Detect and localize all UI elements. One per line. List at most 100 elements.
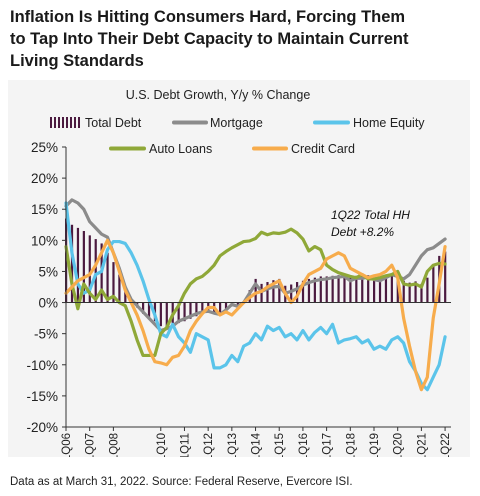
annotation-line-1: 1Q22 Total HH (331, 208, 410, 222)
total-debt-bar (272, 280, 275, 303)
y-tick-label: 20% (31, 171, 58, 186)
plot-area (64, 198, 447, 392)
total-debt-bar (142, 302, 145, 314)
legend-label-home-equity: Home Equity (353, 116, 425, 130)
x-tick-label: 1Q08 (108, 433, 120, 457)
headline-line-1: Inflation Is Hitting Consumers Hard, For… (10, 8, 406, 26)
y-tick-label: -10% (26, 358, 58, 373)
total-debt-bar (426, 277, 429, 303)
y-tick-label: 5% (38, 264, 58, 279)
legend-label-credit-card: Credit Card (291, 142, 355, 156)
y-tick-label: 10% (31, 233, 58, 248)
total-debt-bar (183, 302, 186, 322)
legend-label-total-debt: Total Debt (85, 116, 142, 130)
total-debt-bar (189, 302, 192, 319)
total-debt-bar (118, 274, 121, 303)
total-debt-bar (444, 251, 447, 303)
x-tick-label: 1Q14 (251, 432, 263, 457)
total-debt-bar (159, 302, 162, 327)
legend-label-mortgage: Mortgage (210, 116, 263, 130)
axes: 25% 20% 15% 10% 5% 0% -5% -10% -15% -20%1Q06 1Q07 1… (26, 140, 452, 461)
series-line-credit-card (64, 238, 447, 392)
total-debt-bar (147, 302, 151, 319)
total-debt-bar (390, 274, 393, 303)
total-debt-bar (82, 231, 85, 303)
total-debt-bar (301, 280, 305, 303)
x-tick-label: 1Q15 (274, 433, 286, 457)
total-debt-bar (88, 235, 91, 303)
legend-item-credit-card: Credit Card (252, 142, 355, 156)
y-tick-label: -5% (34, 327, 58, 342)
legend-item-mortgage: Mortgage (172, 116, 263, 130)
total-debt-bar (278, 278, 281, 303)
x-tick-label: 1Q10 (156, 433, 168, 457)
total-debt-bar (414, 281, 417, 303)
annotation-line-2: Debt +8.2% (331, 225, 394, 239)
total-debt-bar (337, 275, 340, 303)
total-debt-bar (195, 302, 198, 317)
y-tick-label: -20% (26, 420, 58, 435)
total-debt-bar (319, 276, 322, 303)
total-debt-bar (219, 302, 222, 315)
total-debt-bar (124, 287, 127, 303)
y-tick-label: 15% (31, 202, 58, 217)
headline: Inflation Is Hitting Consumers Hard, For… (10, 6, 470, 72)
total-debt-bar (367, 275, 370, 303)
y-tick-label: 25% (31, 140, 58, 155)
x-tick-label: 1Q07 (85, 433, 97, 457)
total-debt-bar (94, 239, 97, 303)
total-debt-bar (254, 278, 257, 303)
total-debt-bar (355, 275, 358, 303)
source-note: Data as at March 31, 2022. Source: Feder… (10, 476, 353, 488)
legend-item-total-debt: Total Debt (50, 116, 142, 130)
x-tick-label: 1Q06 (61, 433, 73, 457)
x-tick-label: 1Q21 (416, 433, 428, 457)
total-debt-bar (76, 227, 80, 303)
total-debt-bar (384, 276, 388, 303)
total-debt-bar (373, 277, 376, 303)
total-debt-bar (378, 278, 382, 303)
x-tick-label: 1Q20 (393, 433, 405, 457)
total-debt-bar (177, 302, 180, 324)
total-debt-bar (331, 275, 334, 303)
total-debt-bar (106, 252, 109, 303)
headline-line-3: Living Standards (10, 52, 144, 70)
y-tick-label: -15% (26, 389, 58, 404)
legend-item-auto-loans: Auto Loans (109, 142, 212, 156)
total-debt-bar (296, 282, 299, 303)
total-debt-bar (112, 262, 115, 303)
total-debt-bar (408, 282, 411, 303)
legend: Total Debt Mortgage Home Equity Auto Loa… (50, 116, 425, 156)
x-tick-label: 1Q13 (227, 433, 239, 457)
series-line-home-equity (64, 201, 447, 392)
x-tick-label: 1Q18 (345, 433, 357, 457)
x-tick-label: 1Q22 (440, 433, 452, 457)
total-debt-bar (201, 302, 204, 314)
total-debt-bar (313, 277, 316, 303)
total-debt-bar (224, 302, 228, 311)
chart-panel: U.S. Debt Growth, Y/y % Change Total Deb… (8, 80, 470, 461)
x-tick-label: 1Q11 (179, 433, 191, 457)
legend-item-home-equity: Home Equity (313, 116, 425, 130)
total-debt-bar (361, 275, 364, 303)
legend-swatch-total-debt (50, 117, 80, 128)
total-debt-bar (325, 276, 328, 303)
x-tick-label: 1Q12 (203, 433, 215, 457)
y-tick-label: 0% (38, 296, 58, 311)
total-debt-bar (165, 302, 168, 328)
total-debt-bar (402, 280, 405, 303)
legend-label-auto-loans: Auto Loans (149, 142, 212, 156)
total-debt-bar (307, 278, 311, 303)
total-debt-bar (343, 274, 346, 303)
total-debt-bar (432, 265, 435, 303)
chart-svg: U.S. Debt Growth, Y/y % Change Total Deb… (26, 88, 452, 461)
x-tick-label: 1Q16 (298, 433, 310, 457)
total-debt-bar (70, 224, 74, 303)
total-debt-bar (266, 282, 269, 303)
x-tick-label: 1Q19 (369, 433, 381, 457)
total-debt-bar (420, 283, 423, 303)
total-debt-bar (349, 277, 352, 303)
x-tick-label: 1Q17 (322, 433, 334, 457)
headline-line-2: to Tap Into Their Debt Capacity to Maint… (10, 30, 409, 48)
total-debt-bar (260, 283, 263, 303)
